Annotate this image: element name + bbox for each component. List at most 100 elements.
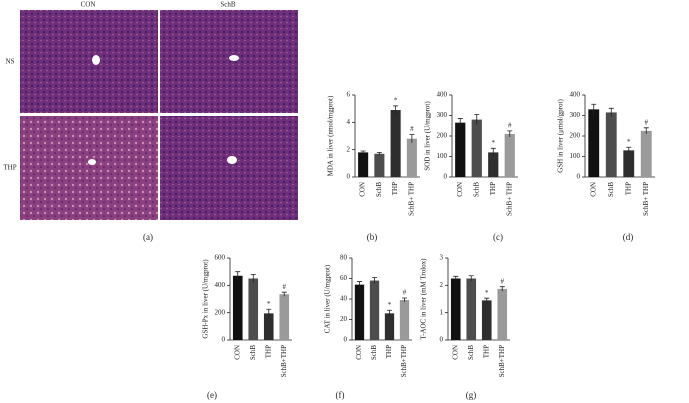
micrograph — [20, 10, 158, 113]
significance-marker: # — [410, 125, 414, 133]
error-bar — [457, 118, 463, 127]
column-label: SchB — [220, 1, 236, 9]
y-axis-label: CAT in liver (U/mgprot) — [324, 264, 332, 333]
row-label: NS — [6, 58, 15, 66]
y-tick-label: 200 — [570, 132, 581, 140]
y-tick-label: 600 — [215, 254, 226, 262]
x-tick-label: SchB+THP — [280, 345, 288, 377]
y-tick-label: 2 — [347, 145, 351, 153]
x-tick-label: SchB+THP — [400, 345, 408, 377]
panel-label: (b) — [367, 232, 378, 242]
error-bar — [281, 291, 287, 297]
bar — [455, 122, 466, 177]
panel-label: (g) — [466, 390, 477, 400]
y-tick-label: 400 — [437, 91, 448, 99]
x-tick-label: THP — [489, 182, 497, 195]
y-tick-label: 200 — [437, 132, 448, 140]
error-bar — [490, 147, 496, 157]
x-tick-label: CON — [359, 182, 367, 197]
y-tick-label: 0 — [444, 173, 448, 181]
bar — [248, 278, 259, 340]
bar — [232, 275, 243, 340]
y-tick-label: 80 — [340, 254, 348, 262]
y-tick-label: 100 — [570, 152, 581, 160]
error-bar — [266, 308, 272, 318]
y-tick-label: 1 — [440, 308, 444, 316]
y-axis-label: GSH in liver (μmol/gprot) — [557, 99, 565, 173]
y-tick-label: 0 — [222, 336, 226, 344]
error-bar — [499, 286, 505, 292]
vessel — [88, 159, 96, 165]
bar — [466, 278, 477, 340]
x-tick-label: CON — [233, 345, 241, 360]
vessel — [227, 156, 237, 164]
significance-marker: * — [388, 301, 392, 309]
significance-marker: # — [645, 118, 649, 126]
y-tick-label: 400 — [570, 91, 581, 99]
bar — [504, 133, 515, 177]
y-tick-label: 300 — [570, 111, 581, 119]
bar — [399, 300, 410, 340]
y-axis-label: T-AOC in liver (mM Trolox) — [420, 258, 428, 340]
y-tick-label: 200 — [215, 308, 226, 316]
bar — [450, 278, 461, 340]
x-tick-label: CON — [589, 182, 597, 197]
x-tick-label: THP — [624, 182, 632, 195]
y-tick-label: 2 — [440, 281, 444, 289]
panel-label: (c) — [493, 232, 503, 242]
significance-marker: * — [492, 139, 496, 147]
x-tick-label: THP — [391, 182, 399, 195]
bar — [369, 280, 380, 340]
bar — [374, 153, 385, 177]
bar — [481, 300, 492, 340]
y-tick-label: 0 — [577, 173, 581, 181]
histology: CON SchB NS THP (a) — [3, 1, 298, 242]
significance-marker: * — [485, 289, 489, 297]
x-tick-label: CON — [451, 345, 459, 360]
y-tick-label: 3 — [440, 254, 444, 262]
error-bar — [402, 297, 407, 303]
y-tick-label: 40 — [340, 295, 348, 303]
y-tick-label: 20 — [340, 315, 348, 323]
y-tick-label: 60 — [340, 274, 348, 282]
row-label: THP — [3, 164, 16, 172]
bar — [390, 110, 401, 177]
significance-marker: # — [508, 121, 512, 129]
y-axis-label: MDA in liver (nmol/mgprot) — [327, 95, 335, 176]
error-bar — [643, 127, 649, 134]
panel-label: (e) — [207, 390, 217, 400]
significance-marker: * — [627, 138, 631, 146]
y-tick-label: 300 — [437, 111, 448, 119]
error-bar — [376, 152, 382, 156]
error-bar — [468, 275, 474, 282]
x-tick-label: SchB — [472, 182, 480, 198]
error-bar — [357, 281, 362, 288]
bar — [384, 313, 395, 340]
error-bar — [409, 134, 415, 143]
y-tick-label: 6 — [347, 91, 351, 99]
error-bar — [387, 309, 392, 317]
x-tick-label: SchB — [467, 345, 475, 361]
significance-marker: # — [403, 289, 407, 297]
y-tick-label: 0 — [344, 336, 348, 344]
panel-label: (f) — [336, 390, 345, 400]
error-bar — [250, 274, 256, 283]
x-tick-label: SchB+ THP — [505, 182, 513, 216]
panel-label: (a) — [143, 232, 153, 242]
x-tick-label: SchB+ THP — [642, 182, 650, 216]
bar — [358, 152, 369, 177]
x-tick-label: SchB — [249, 345, 257, 361]
error-bar — [360, 150, 366, 154]
significance-marker: * — [267, 300, 271, 308]
significance-marker: # — [501, 277, 505, 285]
error-bar — [453, 275, 459, 281]
error-bar — [626, 146, 632, 154]
error-bar — [235, 271, 241, 280]
significance-marker: # — [283, 283, 287, 291]
y-tick-label: 0 — [347, 173, 351, 181]
column-label: CON — [81, 1, 96, 9]
x-tick-label: THP — [264, 345, 272, 358]
x-tick-label: SchB — [375, 182, 383, 198]
x-tick-label: SchB+THP — [498, 345, 506, 377]
